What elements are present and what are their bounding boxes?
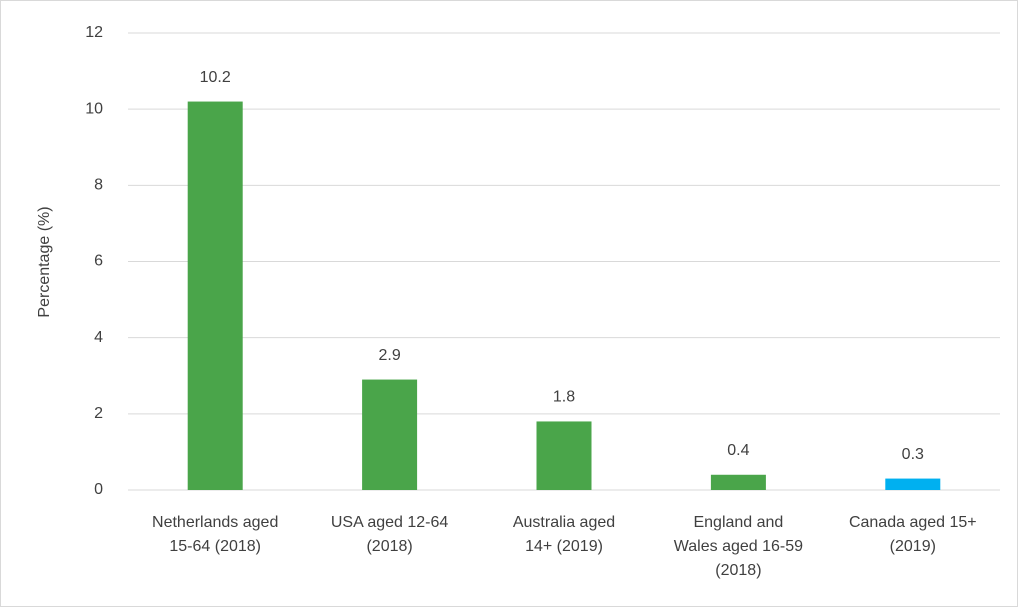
y-tick-label: 2	[94, 405, 103, 422]
value-label: 0.4	[727, 442, 749, 459]
y-tick-label: 10	[85, 100, 103, 117]
y-axis-label: Percentage (%)	[36, 206, 53, 317]
x-tick-label: Netherlands aged 15-64 (2018)	[152, 514, 278, 555]
y-tick-label: 6	[94, 253, 103, 270]
bar	[710, 474, 766, 490]
value-label: 1.8	[553, 389, 575, 406]
x-tick-label: Canada aged 15+ (2019)	[849, 514, 977, 555]
y-tick-label: 12	[85, 24, 103, 41]
y-tick-label: 0	[94, 481, 103, 498]
bar	[885, 478, 941, 490]
x-tick-label: Australia aged 14+ (2019)	[513, 514, 615, 555]
bar	[362, 379, 418, 490]
y-tick-label: 4	[94, 329, 103, 346]
bar	[536, 421, 592, 490]
x-tick-label: USA aged 12-64 (2018)	[331, 514, 449, 555]
x-tick-label: England and Wales aged 16-59 (2018)	[674, 514, 803, 579]
y-tick-label: 8	[94, 177, 103, 194]
value-label: 0.3	[902, 446, 924, 463]
value-label: 2.9	[378, 347, 400, 364]
value-label: 10.2	[200, 69, 231, 86]
bar	[187, 101, 243, 491]
